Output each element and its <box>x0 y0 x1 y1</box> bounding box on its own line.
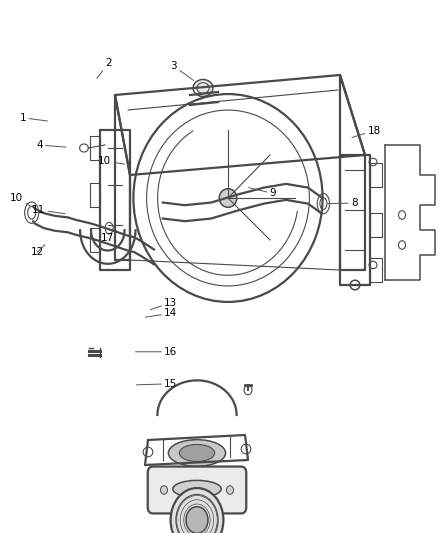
Text: 9: 9 <box>249 188 276 198</box>
Text: 15: 15 <box>136 379 177 389</box>
Text: 4: 4 <box>36 140 66 150</box>
Text: 13: 13 <box>150 298 177 310</box>
Text: 17: 17 <box>101 230 114 243</box>
Text: 16: 16 <box>136 347 177 357</box>
Ellipse shape <box>169 440 226 466</box>
Text: 10: 10 <box>98 156 125 166</box>
Ellipse shape <box>219 189 237 207</box>
Circle shape <box>227 486 234 494</box>
Circle shape <box>171 488 224 533</box>
Text: 18: 18 <box>352 126 381 138</box>
Ellipse shape <box>180 445 215 462</box>
Text: 2: 2 <box>97 58 112 78</box>
Text: 14: 14 <box>145 309 177 318</box>
Circle shape <box>186 507 208 533</box>
Text: 8: 8 <box>328 198 358 208</box>
Text: 1: 1 <box>19 113 48 123</box>
Text: 3: 3 <box>170 61 194 80</box>
FancyBboxPatch shape <box>148 466 246 513</box>
Text: 12: 12 <box>31 245 45 257</box>
Ellipse shape <box>193 79 213 96</box>
Text: 10: 10 <box>10 193 30 206</box>
Circle shape <box>161 486 168 494</box>
Ellipse shape <box>173 480 221 497</box>
Text: 11: 11 <box>32 205 65 215</box>
